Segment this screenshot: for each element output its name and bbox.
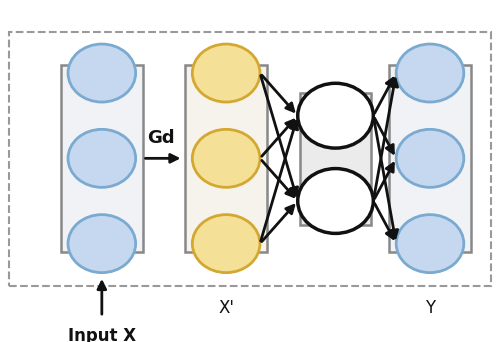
Ellipse shape	[68, 215, 136, 273]
Text: Gd: Gd	[146, 129, 174, 147]
Ellipse shape	[68, 44, 136, 102]
Bar	[186, 65, 267, 252]
Bar	[389, 65, 471, 252]
Ellipse shape	[298, 169, 374, 233]
Bar	[300, 93, 372, 225]
Bar	[10, 32, 490, 286]
Ellipse shape	[192, 215, 260, 273]
Ellipse shape	[396, 44, 464, 102]
Text: X': X'	[218, 300, 234, 317]
Ellipse shape	[192, 129, 260, 187]
Bar	[61, 65, 142, 252]
Text: Input X: Input X	[68, 327, 136, 342]
Ellipse shape	[298, 83, 374, 148]
Ellipse shape	[68, 129, 136, 187]
Text: Y: Y	[425, 300, 435, 317]
Ellipse shape	[192, 44, 260, 102]
Ellipse shape	[396, 215, 464, 273]
Ellipse shape	[396, 129, 464, 187]
